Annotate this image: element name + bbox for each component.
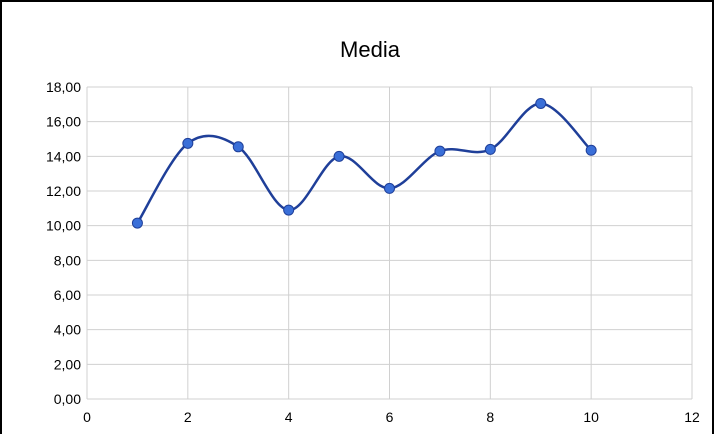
x-tick-label: 2 bbox=[184, 409, 192, 425]
data-point bbox=[384, 182, 395, 194]
y-tick-label: 6,00 bbox=[54, 287, 81, 303]
x-tick-label: 0 bbox=[83, 409, 91, 425]
y-tick-label: 4,00 bbox=[54, 322, 81, 338]
series-line bbox=[136, 102, 593, 224]
x-tick-label: 4 bbox=[285, 409, 293, 425]
data-point bbox=[131, 217, 143, 229]
data-point bbox=[535, 97, 547, 109]
x-tick-label: 6 bbox=[386, 409, 394, 425]
y-tick-label: 14,00 bbox=[46, 148, 81, 164]
data-point bbox=[283, 204, 295, 216]
series bbox=[131, 97, 597, 229]
y-tick-label: 12,00 bbox=[46, 183, 81, 199]
x-tick-label: 12 bbox=[684, 409, 700, 425]
y-tick-label: 16,00 bbox=[46, 114, 81, 130]
x-tick-label: 8 bbox=[486, 409, 494, 425]
grid bbox=[86, 86, 693, 400]
y-tick-label: 0,00 bbox=[54, 391, 81, 407]
data-point bbox=[585, 144, 597, 156]
chart-title: Media bbox=[340, 37, 401, 62]
x-tick-label: 10 bbox=[583, 409, 599, 425]
y-tick-label: 8,00 bbox=[54, 252, 81, 268]
y-tick-label: 18,00 bbox=[46, 79, 81, 95]
y-tick-label: 2,00 bbox=[54, 356, 81, 372]
data-point bbox=[232, 141, 244, 153]
y-tick-label: 10,00 bbox=[46, 218, 81, 234]
data-point bbox=[182, 137, 194, 149]
axis-labels: 0,00 2,00 4,00 6,00 8,00 10,00 12,00 14,00 16,00… bbox=[46, 79, 700, 425]
data-point bbox=[333, 150, 345, 162]
data-point bbox=[434, 145, 446, 157]
data-point bbox=[484, 143, 496, 155]
